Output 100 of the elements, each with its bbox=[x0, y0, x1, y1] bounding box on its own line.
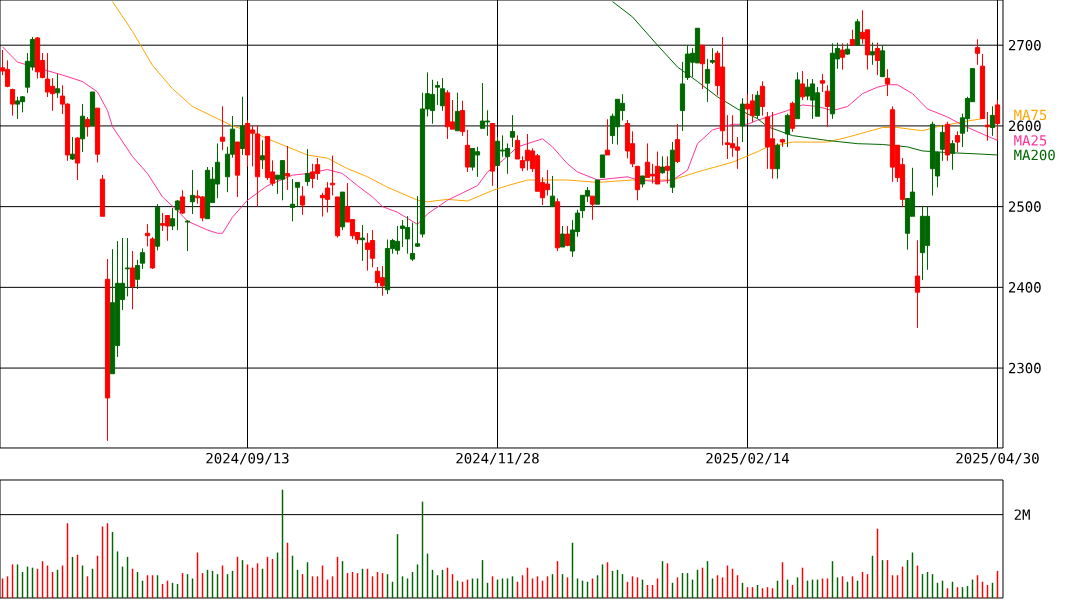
candlestick bbox=[69, 136, 76, 161]
candlestick bbox=[809, 78, 816, 120]
candlestick bbox=[509, 114, 516, 148]
line-series bbox=[2, 46, 998, 234]
candlestick bbox=[744, 93, 751, 120]
candlestick bbox=[204, 166, 211, 220]
candlestick bbox=[79, 103, 86, 153]
candlestick bbox=[789, 101, 796, 133]
candlestick bbox=[769, 111, 776, 179]
candlestick bbox=[154, 203, 161, 251]
series-label: MA25 bbox=[1014, 135, 1047, 146]
candlestick bbox=[679, 61, 686, 132]
candlestick bbox=[279, 160, 286, 201]
candlestick bbox=[944, 121, 951, 162]
candlestick bbox=[9, 88, 16, 116]
text: MA75 bbox=[1014, 109, 1047, 121]
candlestick bbox=[189, 169, 196, 215]
candlestick bbox=[359, 224, 366, 262]
candlestick bbox=[434, 81, 441, 106]
candlestick bbox=[164, 215, 171, 242]
candlestick bbox=[984, 111, 991, 141]
y-tick-label: 2300 bbox=[1008, 362, 1041, 374]
candlestick bbox=[844, 43, 851, 56]
candlestick bbox=[659, 156, 666, 175]
y-tick-label: 2400 bbox=[1008, 282, 1041, 293]
series-label: MA200 bbox=[1014, 149, 1055, 161]
candlestick bbox=[674, 123, 681, 164]
candlestick bbox=[34, 36, 41, 79]
candlestick bbox=[854, 18, 861, 46]
candlestick bbox=[459, 100, 466, 137]
candlestick bbox=[444, 89, 451, 140]
candlestick bbox=[699, 44, 706, 90]
candlestick bbox=[754, 90, 761, 120]
candlestick bbox=[589, 195, 596, 221]
candlestick bbox=[554, 198, 561, 252]
candlestick bbox=[634, 165, 641, 201]
candlestick bbox=[149, 236, 156, 270]
candlestick bbox=[219, 106, 226, 151]
candlestick bbox=[989, 106, 996, 137]
candlestick bbox=[439, 77, 446, 112]
candlestick bbox=[639, 175, 646, 188]
candlestick bbox=[799, 70, 806, 101]
candlestick bbox=[89, 91, 96, 127]
candlestick bbox=[819, 73, 826, 93]
candlestick bbox=[684, 44, 691, 81]
candlestick bbox=[829, 43, 836, 120]
candlestick bbox=[919, 206, 926, 281]
x-tick-label: 2024/11/28 bbox=[456, 452, 539, 465]
candlestick bbox=[409, 222, 416, 262]
candlestick bbox=[774, 143, 781, 179]
candlestick bbox=[184, 219, 191, 252]
candlestick bbox=[334, 196, 341, 238]
candlestick bbox=[874, 42, 881, 76]
candlestick bbox=[104, 258, 111, 442]
candlestick bbox=[174, 199, 181, 231]
candlestick bbox=[394, 225, 401, 255]
candlestick bbox=[179, 189, 186, 215]
candlestick bbox=[604, 118, 611, 156]
candlestick bbox=[474, 146, 481, 178]
candlestick bbox=[794, 72, 801, 120]
candlestick bbox=[719, 36, 726, 146]
candlestick bbox=[654, 151, 661, 185]
y-tick-label: 2600 bbox=[1008, 120, 1041, 132]
candlestick bbox=[254, 124, 261, 208]
candlestick bbox=[339, 191, 346, 231]
candlestick bbox=[454, 92, 461, 132]
candlestick bbox=[324, 181, 331, 213]
candlestick bbox=[979, 53, 986, 120]
candlestick bbox=[489, 122, 496, 187]
candlestick bbox=[99, 174, 106, 217]
candlestick bbox=[214, 143, 221, 199]
candlestick bbox=[364, 232, 371, 271]
candlestick bbox=[974, 39, 981, 66]
candlestick bbox=[564, 225, 571, 247]
line-series bbox=[112, 1, 983, 203]
candlestick bbox=[304, 148, 311, 187]
candlestick bbox=[839, 43, 846, 70]
candlestick bbox=[169, 207, 176, 231]
candlestick bbox=[709, 47, 716, 65]
candlestick bbox=[259, 139, 266, 170]
x-tick-label: 2024/09/13 bbox=[206, 452, 289, 465]
candlestick bbox=[914, 240, 921, 329]
candlestick bbox=[369, 229, 376, 268]
candlestick bbox=[644, 143, 651, 179]
candlestick bbox=[379, 265, 386, 296]
candlestick bbox=[879, 44, 886, 78]
candlestick bbox=[704, 58, 711, 103]
candlestick bbox=[749, 93, 756, 123]
candlestick bbox=[284, 145, 291, 191]
candlestick bbox=[779, 138, 786, 148]
y-tick-label: 2500 bbox=[1008, 201, 1041, 212]
candlestick bbox=[289, 178, 296, 222]
x-tick-label: 2025/02/14 bbox=[706, 452, 789, 465]
candlestick bbox=[139, 248, 146, 270]
candlestick bbox=[414, 195, 421, 248]
candlestick bbox=[129, 250, 136, 310]
candlestick bbox=[94, 107, 101, 163]
y-tick-label: 2700 bbox=[1008, 39, 1041, 51]
candlestick bbox=[14, 96, 21, 120]
candlestick bbox=[74, 136, 81, 181]
